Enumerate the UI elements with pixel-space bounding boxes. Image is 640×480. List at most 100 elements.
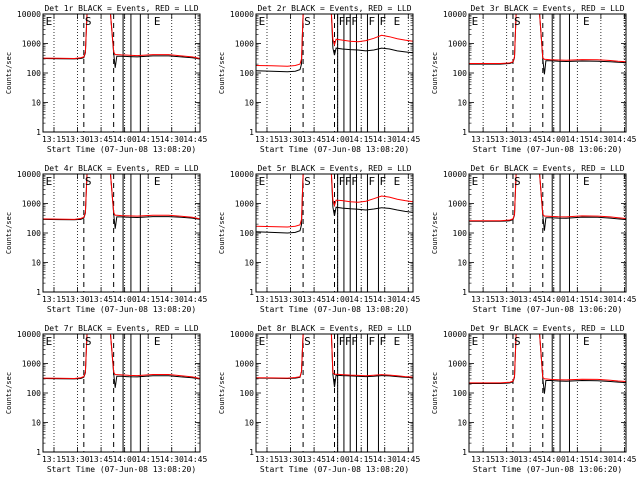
x-tick-label: 14:30 xyxy=(160,135,184,144)
x-tick-label: 13:45 xyxy=(89,455,113,464)
x-tick-label: 13:30 xyxy=(495,295,519,304)
interval-marker-label: E xyxy=(394,175,401,188)
interval-marker-label: F xyxy=(379,335,386,348)
x-tick-label: 13:45 xyxy=(518,135,542,144)
interval-marker-label: E xyxy=(472,175,479,188)
x-tick-label: 14:15 xyxy=(565,295,589,304)
series-lld-line xyxy=(469,173,627,222)
x-tick-label: 14:15 xyxy=(349,135,373,144)
interval-marker-label: F xyxy=(368,15,375,28)
y-tick-label: 10000 xyxy=(443,10,467,19)
interval-marker-label: F xyxy=(339,335,346,348)
interval-marker-label: S xyxy=(85,335,92,348)
y-tick-label: 1000 xyxy=(22,360,41,369)
chart-panel: Det 1r BLACK = Events, RED = LLD 1 10 100 10… xyxy=(5,4,208,154)
x-tick-label: 13:15 xyxy=(471,455,495,464)
y-tick-label: 10000 xyxy=(17,330,41,339)
chart-panel: Det 6r BLACK = Events, RED = LLD 1 10 100 10… xyxy=(431,164,637,314)
x-tick-label: 14:15 xyxy=(565,455,589,464)
y-tick-label: 1 xyxy=(36,128,41,137)
interval-marker-label: S xyxy=(514,15,521,28)
y-axis-label: Counts/sec xyxy=(431,212,439,254)
x-tick-label: 14:15 xyxy=(349,455,373,464)
x-tick-label: 14:00 xyxy=(542,135,566,144)
interval-marker-label: E xyxy=(472,335,479,348)
y-axis-label: Counts/sec xyxy=(5,52,13,94)
interval-marker-label: F xyxy=(339,15,346,28)
series-events-line xyxy=(255,13,414,73)
interval-marker-label: S xyxy=(304,175,311,188)
y-tick-label: 1 xyxy=(36,448,41,457)
x-axis-label: Start Time (07-Jun-08 13:08:20) xyxy=(47,305,196,314)
chart-panel: Det 3r BLACK = Events, RED = LLD 1 10 100 10… xyxy=(431,4,637,154)
chart-title: Det 5r BLACK = Events, RED = LLD xyxy=(257,164,411,173)
y-tick-label: 100 xyxy=(453,229,468,238)
series-events-line xyxy=(42,13,201,68)
y-tick-label: 10 xyxy=(457,259,467,268)
plot-frame xyxy=(468,333,627,453)
series-events-line xyxy=(469,173,627,231)
y-tick-label: 10 xyxy=(31,99,41,108)
series-lld-line xyxy=(42,13,201,60)
interval-marker-label: E xyxy=(259,335,266,348)
interval-marker-label: F xyxy=(379,175,386,188)
interval-marker-label: F xyxy=(345,15,352,28)
y-tick-label: 10000 xyxy=(230,330,254,339)
series-lld-line xyxy=(255,333,414,379)
x-axis-label: Start Time (07-Jun-08 13:06:20) xyxy=(473,305,622,314)
x-axis-label: Start Time (07-Jun-08 13:08:20) xyxy=(260,465,409,474)
interval-marker-label: E xyxy=(259,175,266,188)
x-tick-label: 13:45 xyxy=(302,135,326,144)
x-axis-label: Start Time (07-Jun-08 13:06:20) xyxy=(473,145,622,154)
chart-panel: Det 5r BLACK = Events, RED = LLD 1 10 100 10… xyxy=(218,164,421,314)
plot-frame xyxy=(468,13,627,133)
x-tick-label: 13:45 xyxy=(89,295,113,304)
y-tick-label: 100 xyxy=(453,69,468,78)
y-axis-label: Counts/sec xyxy=(218,52,226,94)
y-axis-label: Counts/sec xyxy=(5,212,13,254)
y-tick-label: 10 xyxy=(244,419,254,428)
x-tick-label: 13:15 xyxy=(255,455,279,464)
interval-marker-label: F xyxy=(345,335,352,348)
chart-title: Det 2r BLACK = Events, RED = LLD xyxy=(257,4,411,13)
y-tick-label: 100 xyxy=(453,389,468,398)
chart-title: Det 1r BLACK = Events, RED = LLD xyxy=(44,4,198,13)
interval-marker-label: S xyxy=(85,175,92,188)
x-tick-label: 14:30 xyxy=(373,295,397,304)
plot-frame xyxy=(255,333,414,453)
x-tick-label: 13:15 xyxy=(255,135,279,144)
interval-marker-label: F xyxy=(351,175,358,188)
x-tick-label: 14:30 xyxy=(589,295,613,304)
x-tick-label: 14:45 xyxy=(396,295,420,304)
y-tick-label: 1000 xyxy=(448,360,467,369)
x-tick-label: 14:15 xyxy=(565,135,589,144)
series-events-line xyxy=(42,333,201,388)
interval-marker-label: F xyxy=(339,175,346,188)
x-tick-label: 13:30 xyxy=(65,135,89,144)
x-tick-label: 14:00 xyxy=(113,455,137,464)
y-tick-label: 10000 xyxy=(230,170,254,179)
x-tick-label: 14:45 xyxy=(183,455,207,464)
x-tick-label: 14:45 xyxy=(183,295,207,304)
y-tick-label: 1000 xyxy=(448,40,467,49)
y-axis-label: Counts/sec xyxy=(218,372,226,414)
interval-marker-label: E xyxy=(154,175,161,188)
plot-frame xyxy=(255,13,414,133)
x-tick-label: 14:30 xyxy=(589,135,613,144)
series-lld-line xyxy=(42,333,201,380)
y-tick-label: 10000 xyxy=(17,170,41,179)
x-tick-label: 14:45 xyxy=(183,135,207,144)
x-tick-label: 13:30 xyxy=(65,295,89,304)
x-tick-label: 13:30 xyxy=(65,455,89,464)
x-axis-label: Start Time (07-Jun-08 13:08:20) xyxy=(47,145,196,154)
y-tick-label: 1 xyxy=(249,448,254,457)
y-tick-label: 10000 xyxy=(443,330,467,339)
interval-marker-label: E xyxy=(154,335,161,348)
interval-marker-label: E xyxy=(394,15,401,28)
y-tick-label: 100 xyxy=(240,389,255,398)
y-tick-label: 10 xyxy=(457,419,467,428)
chart-title: Det 8r BLACK = Events, RED = LLD xyxy=(257,324,411,333)
interval-marker-label: S xyxy=(514,175,521,188)
